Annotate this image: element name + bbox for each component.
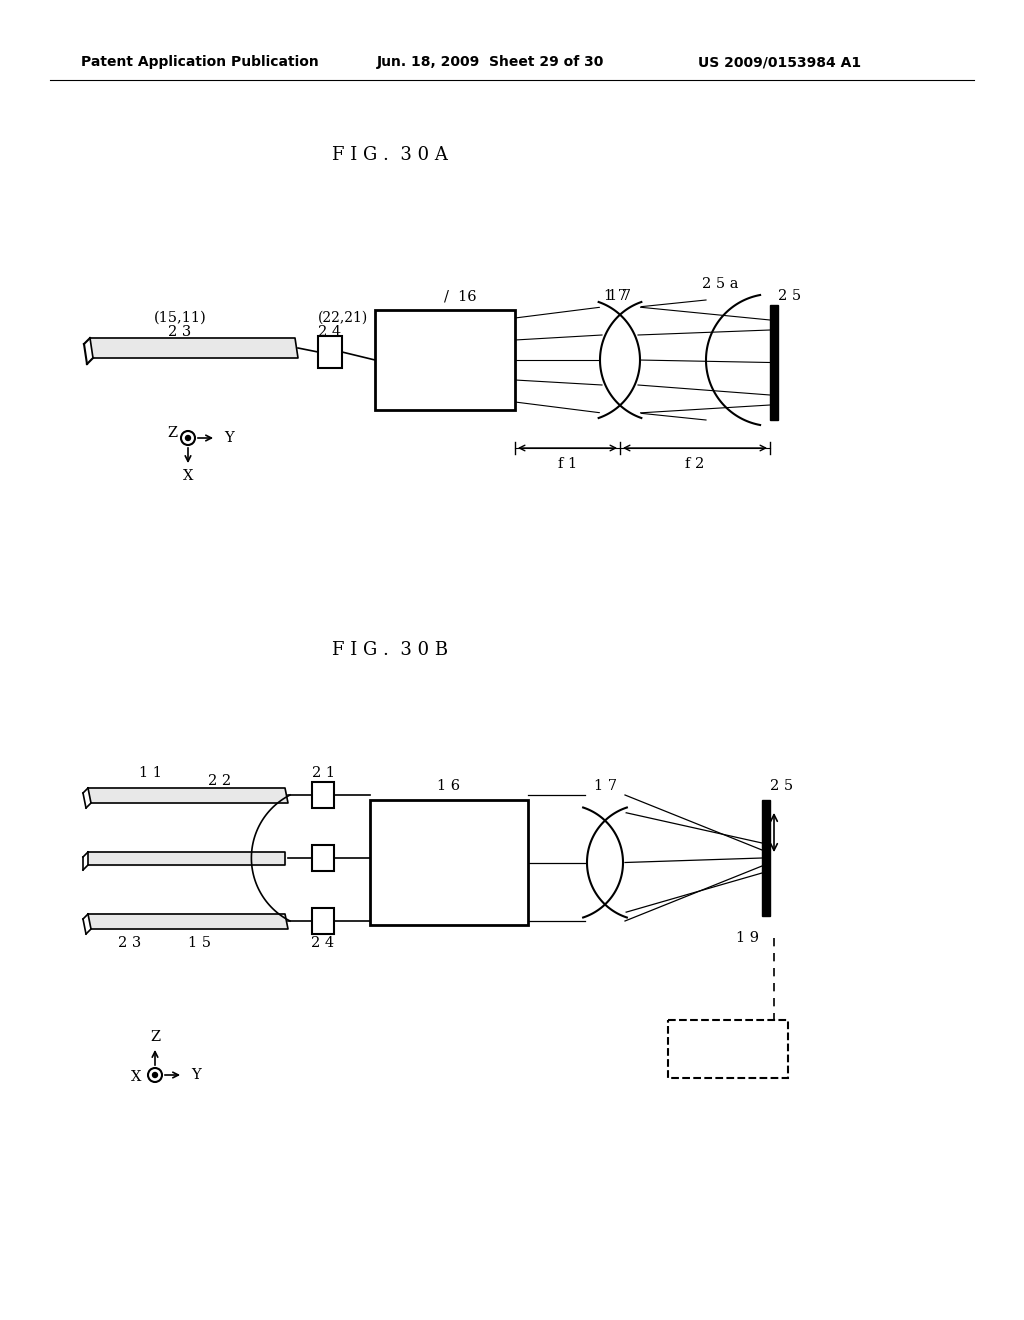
Polygon shape xyxy=(762,800,770,916)
Text: D r i v e r: D r i v e r xyxy=(693,1041,763,1056)
Bar xyxy=(370,800,528,925)
Polygon shape xyxy=(583,808,627,917)
Text: 1 5: 1 5 xyxy=(188,936,212,950)
Text: 2 1: 2 1 xyxy=(311,766,335,780)
Bar xyxy=(318,337,342,368)
Text: 2 2: 2 2 xyxy=(209,774,231,788)
Circle shape xyxy=(153,1072,158,1077)
Text: Dispersive: Dispersive xyxy=(406,343,484,356)
Text: X: X xyxy=(183,469,194,483)
Text: element: element xyxy=(415,363,475,378)
Text: Jun. 18, 2009  Sheet 29 of 30: Jun. 18, 2009 Sheet 29 of 30 xyxy=(376,55,604,69)
Text: Patent Application Publication: Patent Application Publication xyxy=(81,55,318,69)
Text: 2 3: 2 3 xyxy=(119,936,141,950)
Text: Z: Z xyxy=(168,426,178,440)
Polygon shape xyxy=(770,305,778,420)
Text: X: X xyxy=(131,1071,141,1084)
Text: 2 5: 2 5 xyxy=(778,289,802,304)
Text: element: element xyxy=(419,866,479,879)
Text: 1 7: 1 7 xyxy=(594,779,616,793)
Bar xyxy=(312,781,334,808)
Circle shape xyxy=(185,436,190,441)
Text: F I G .  3 0 A: F I G . 3 0 A xyxy=(332,147,447,164)
Text: US 2009/0153984 A1: US 2009/0153984 A1 xyxy=(698,55,861,69)
Text: Dispersive: Dispersive xyxy=(410,843,488,858)
Text: 1 1: 1 1 xyxy=(138,766,162,780)
Polygon shape xyxy=(88,913,288,929)
Bar xyxy=(375,310,515,411)
Text: Z: Z xyxy=(150,1030,160,1044)
Text: (15,11): (15,11) xyxy=(154,312,207,325)
Polygon shape xyxy=(599,302,641,418)
Text: /  16: / 16 xyxy=(443,289,476,304)
Text: f 1: f 1 xyxy=(558,457,578,471)
Text: 2 5: 2 5 xyxy=(770,779,794,793)
Text: 2 4: 2 4 xyxy=(318,325,342,339)
Bar xyxy=(312,908,334,935)
Text: Y: Y xyxy=(191,1068,201,1082)
Text: 2 5 a: 2 5 a xyxy=(701,277,738,290)
Polygon shape xyxy=(88,788,288,803)
Text: F I G .  3 0 B: F I G . 3 0 B xyxy=(332,642,449,659)
Polygon shape xyxy=(88,851,285,865)
Text: 2 3: 2 3 xyxy=(168,325,191,339)
Text: f 2: f 2 xyxy=(685,457,705,471)
Polygon shape xyxy=(90,338,298,358)
Text: 1 7: 1 7 xyxy=(603,289,627,304)
Text: Y: Y xyxy=(224,432,233,445)
Text: 2 4: 2 4 xyxy=(311,936,335,950)
Text: (22,21): (22,21) xyxy=(318,312,369,325)
Text: 1 7: 1 7 xyxy=(608,289,632,304)
Bar xyxy=(668,1020,788,1078)
Text: 1 6: 1 6 xyxy=(437,779,461,793)
Bar xyxy=(312,845,334,871)
Text: 1 9: 1 9 xyxy=(735,931,759,945)
